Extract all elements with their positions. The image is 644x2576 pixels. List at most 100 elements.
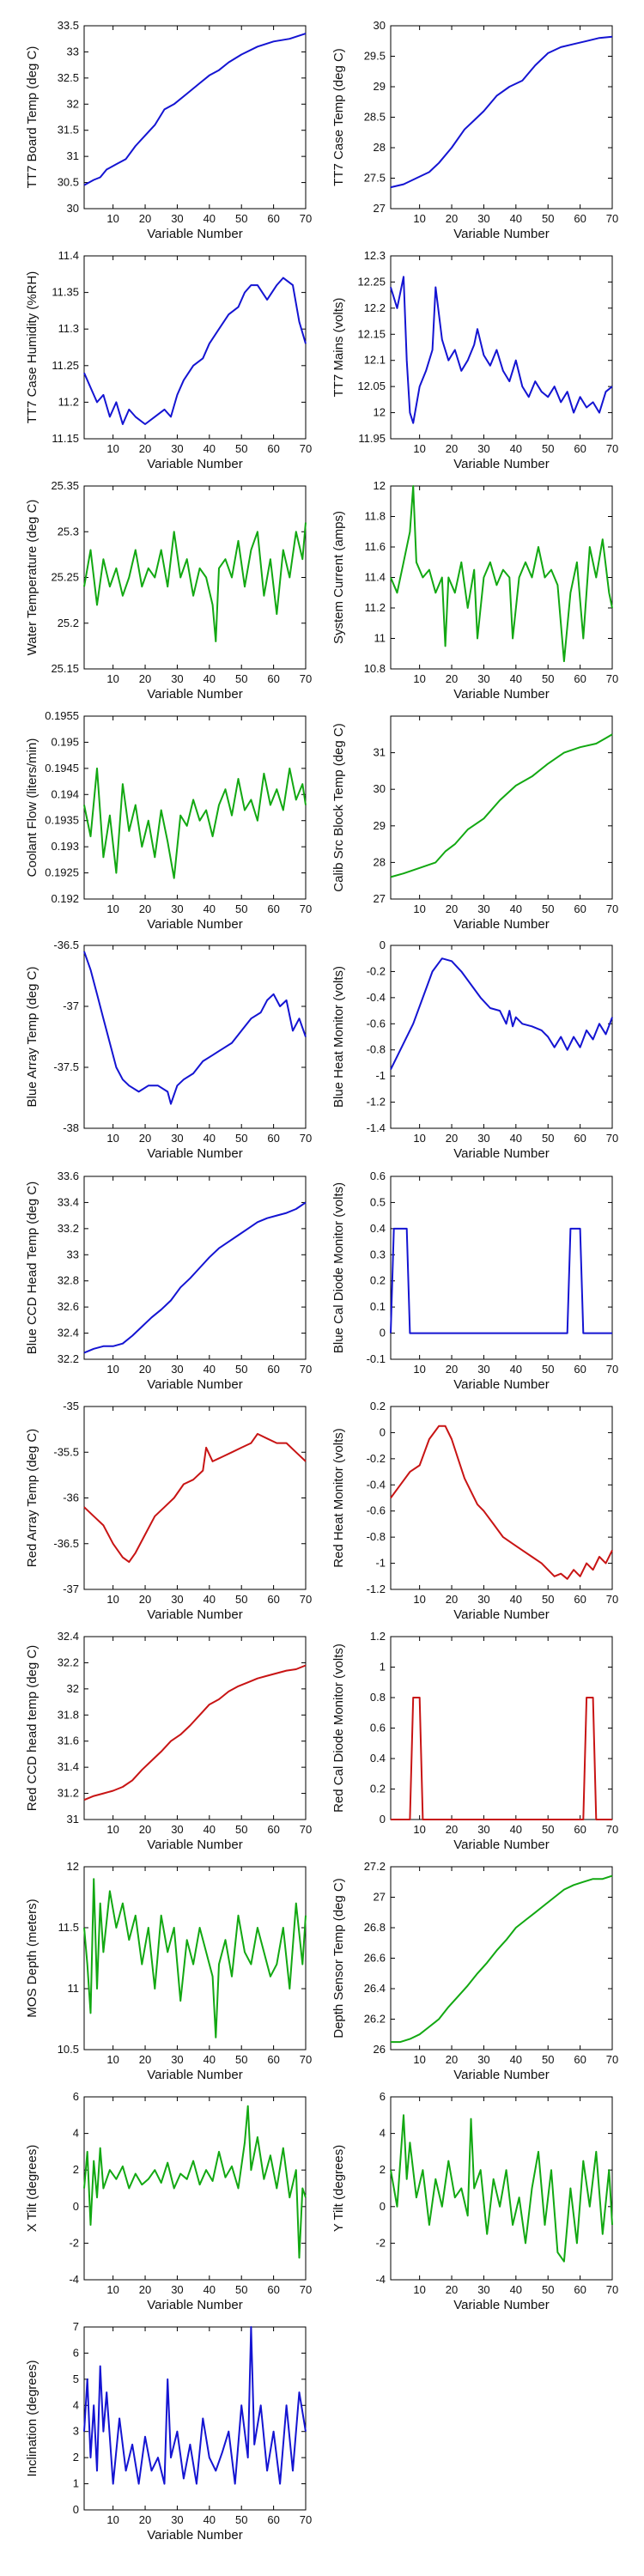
y-tick-label: 0.193 bbox=[51, 840, 79, 853]
x-tick-label: 70 bbox=[606, 1132, 618, 1145]
series-line bbox=[83, 276, 307, 425]
y-tick-label: 12 bbox=[374, 406, 386, 419]
y-tick-label: 1 bbox=[380, 1661, 386, 1674]
x-tick-label: 40 bbox=[204, 672, 216, 685]
y-tick-label: 0.2 bbox=[370, 1783, 386, 1795]
x-tick-label: 30 bbox=[477, 1363, 489, 1376]
y-tick-label: 11.4 bbox=[365, 571, 386, 584]
y-tick-label: 6 bbox=[73, 2346, 79, 2359]
x-tick-label: 20 bbox=[446, 672, 458, 685]
y-tick-label: 0.1 bbox=[370, 1300, 386, 1313]
x-tick-label: 30 bbox=[477, 212, 489, 225]
x-tick-label: 20 bbox=[139, 2053, 151, 2066]
x-axis-label: Variable Number bbox=[147, 2298, 242, 2312]
x-tick-label: 10 bbox=[106, 1363, 118, 1376]
y-tick-label: 7 bbox=[73, 2320, 79, 2333]
y-tick-label: 0.1925 bbox=[45, 866, 79, 879]
chart-panel: 10 20 30 40 50 60 70 -4 -2 0 2 4 6 Variable Number X T… bbox=[25, 2090, 312, 2312]
x-tick-label: 70 bbox=[606, 1363, 618, 1376]
x-tick-label: 30 bbox=[171, 2513, 183, 2526]
y-tick-label: 32.4 bbox=[58, 1630, 79, 1643]
x-tick-label: 60 bbox=[267, 2283, 279, 2296]
y-tick-label: 29 bbox=[374, 819, 386, 832]
x-tick-label: 20 bbox=[446, 442, 458, 455]
chart-panel: 10 20 30 40 50 60 70 26 26.2 26.4 26.6 26.8 27 27.2 Va… bbox=[331, 1860, 618, 2082]
y-tick-label: 0.192 bbox=[51, 892, 79, 905]
y-tick-label: 30 bbox=[67, 202, 79, 215]
series-line bbox=[390, 733, 613, 878]
y-tick-label: -0.1 bbox=[367, 1352, 386, 1365]
x-tick-label: 50 bbox=[235, 902, 247, 915]
plot-frame bbox=[83, 945, 307, 1129]
y-axis-label: TT7 Mains (volts) bbox=[331, 298, 346, 398]
x-tick-label: 60 bbox=[574, 212, 586, 225]
series-line bbox=[83, 2105, 307, 2259]
x-tick-label: 50 bbox=[542, 902, 554, 915]
x-tick-label: 40 bbox=[204, 1823, 216, 1836]
y-tick-label: -1 bbox=[375, 1557, 386, 1570]
y-tick-label: -36.5 bbox=[53, 939, 79, 951]
x-tick-label: 60 bbox=[267, 1593, 279, 1606]
chart-panel: 10 20 30 40 50 60 70 -4 -2 0 2 4 6 Variable Number Y T… bbox=[331, 2090, 618, 2312]
y-tick-label: -2 bbox=[375, 2236, 386, 2249]
y-tick-label: 31.8 bbox=[58, 1708, 79, 1721]
x-tick-label: 50 bbox=[235, 1593, 247, 1606]
y-tick-label: -1.2 bbox=[367, 1583, 386, 1595]
x-tick-label: 40 bbox=[510, 1363, 522, 1376]
y-tick-label: 33.5 bbox=[58, 19, 79, 32]
y-tick-label: 25.25 bbox=[51, 571, 79, 584]
x-tick-label: 20 bbox=[446, 212, 458, 225]
x-tick-label: 40 bbox=[510, 2283, 522, 2296]
x-tick-label: 60 bbox=[574, 2283, 586, 2296]
y-tick-label: 30.5 bbox=[58, 176, 79, 189]
x-tick-label: 30 bbox=[171, 442, 183, 455]
x-tick-label: 20 bbox=[446, 2053, 458, 2066]
x-tick-label: 20 bbox=[446, 1132, 458, 1145]
y-tick-label: 0.6 bbox=[370, 1170, 386, 1182]
x-tick-label: 70 bbox=[606, 212, 618, 225]
y-tick-label: 12.05 bbox=[357, 380, 386, 392]
y-tick-label: 11.5 bbox=[58, 1921, 79, 1934]
series-line bbox=[390, 485, 613, 663]
y-tick-label: 33.2 bbox=[58, 1222, 79, 1235]
y-tick-label: 29.5 bbox=[364, 50, 386, 63]
x-tick-label: 60 bbox=[574, 442, 586, 455]
chart-panel: 10 20 30 40 50 60 70 25.15 25.2 25.25 25.3 25.35 Var… bbox=[25, 479, 312, 702]
x-tick-label: 20 bbox=[139, 1363, 151, 1376]
x-tick-label: 10 bbox=[106, 1132, 118, 1145]
plot-frame bbox=[83, 485, 307, 670]
y-tick-label: 12 bbox=[67, 1860, 79, 1873]
x-tick-label: 70 bbox=[300, 1593, 312, 1606]
x-tick-label: 10 bbox=[413, 1823, 425, 1836]
x-axis-label: Variable Number bbox=[147, 1146, 242, 1161]
x-tick-label: 70 bbox=[606, 672, 618, 685]
y-axis-label: Y Tilt (degrees) bbox=[331, 2145, 346, 2232]
y-tick-label: 30 bbox=[374, 19, 386, 32]
chart-panel: 10 20 30 40 50 60 70 27 27.5 28 28.5 29 29.5 30 Variab… bbox=[331, 19, 618, 241]
x-tick-label: 30 bbox=[171, 212, 183, 225]
x-axis-label: Variable Number bbox=[453, 1377, 549, 1392]
x-tick-label: 10 bbox=[106, 212, 118, 225]
y-tick-label: 0.4 bbox=[370, 1222, 386, 1235]
plot-frame bbox=[83, 2096, 307, 2281]
x-tick-label: 40 bbox=[510, 1823, 522, 1836]
y-axis-label: TT7 Case Temp (deg C) bbox=[331, 48, 346, 186]
x-axis-label: Variable Number bbox=[453, 2068, 549, 2082]
y-tick-label: 31.4 bbox=[58, 1760, 79, 1773]
y-tick-label: 33.6 bbox=[58, 1170, 79, 1182]
series-line bbox=[83, 1432, 307, 1564]
y-axis-label: Red Array Temp (deg C) bbox=[25, 1429, 39, 1567]
y-tick-label: 11.25 bbox=[52, 359, 79, 372]
x-tick-label: 10 bbox=[106, 442, 118, 455]
y-tick-label: 0 bbox=[380, 1327, 386, 1340]
x-tick-label: 50 bbox=[235, 1823, 247, 1836]
x-tick-label: 30 bbox=[477, 1823, 489, 1836]
x-tick-label: 40 bbox=[204, 212, 216, 225]
y-tick-label: 12.15 bbox=[357, 327, 386, 340]
x-tick-label: 60 bbox=[574, 672, 586, 685]
y-tick-label: 2 bbox=[73, 2163, 79, 2176]
chart-panel: 10 20 30 40 50 60 70 10.8 11 11.2 11.4 11.6 11.8 12 Va… bbox=[331, 479, 618, 702]
y-tick-label: 33 bbox=[67, 45, 79, 58]
y-tick-label: 32.2 bbox=[58, 1352, 79, 1365]
